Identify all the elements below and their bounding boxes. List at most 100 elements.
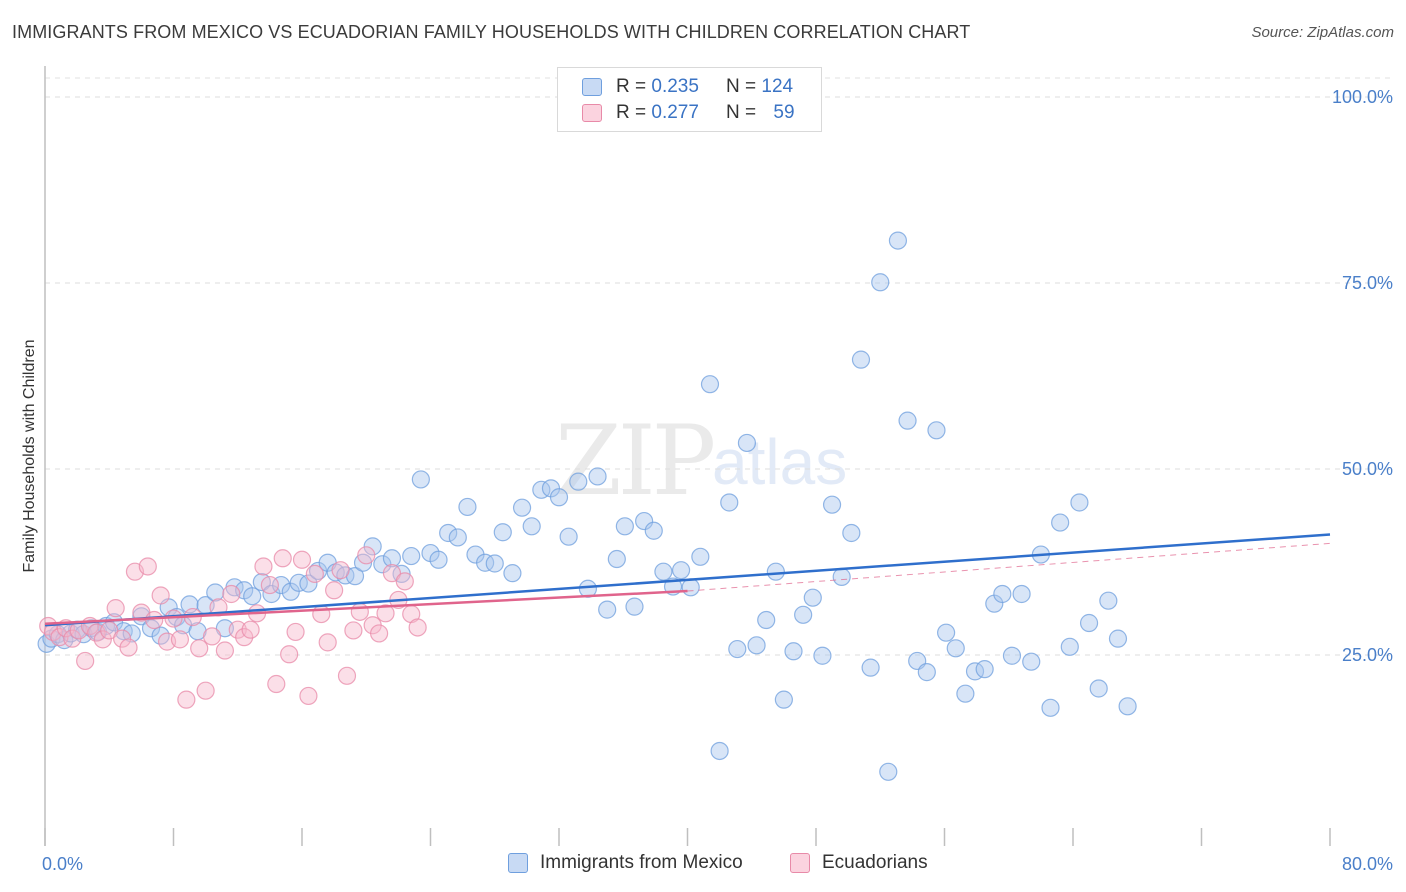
data-point [485, 554, 504, 573]
data-point [151, 586, 170, 605]
data-point [1089, 679, 1108, 698]
data-point [747, 636, 766, 655]
data-point [1108, 629, 1128, 648]
data-point [289, 573, 308, 592]
data-point [382, 549, 402, 568]
data-point [93, 630, 112, 649]
series-ecuadorians-points [39, 546, 427, 709]
data-point [803, 588, 822, 607]
data-point [1002, 646, 1022, 665]
data-point [286, 622, 305, 642]
legend-r-value: 0.277 [651, 102, 699, 123]
data-point [1041, 698, 1060, 717]
data-point [411, 470, 430, 489]
data-point [700, 375, 720, 394]
chart-title: IMMIGRANTS FROM MEXICO VS ECUADORIAN FAM… [12, 22, 971, 42]
data-point [493, 523, 512, 542]
data-point [671, 561, 691, 580]
trend-line-ecuadorians-extension [687, 542, 1331, 592]
bottom-legend-label-ecuadorians: Ecuadorians [822, 852, 928, 873]
data-point [318, 633, 337, 652]
data-point [861, 658, 880, 677]
legend-row-mexico: R = 0.235 N = 124 [582, 75, 793, 99]
data-point [222, 584, 241, 604]
data-point [522, 517, 541, 536]
data-point [654, 562, 673, 581]
data-point [206, 583, 225, 602]
legend-n-label: N = [726, 76, 762, 97]
data-point [559, 527, 578, 546]
data-point [784, 642, 803, 661]
data-point [879, 762, 898, 781]
data-point [228, 620, 247, 639]
data-point [267, 674, 286, 694]
data-point [344, 621, 363, 640]
data-point [937, 623, 956, 642]
data-point [145, 610, 164, 630]
data-point [336, 566, 355, 585]
data-point [794, 605, 813, 624]
bottom-legend-ecuadorians[interactable]: Ecuadorians [790, 852, 928, 874]
axes [44, 66, 1331, 846]
data-point [512, 498, 532, 517]
data-point [331, 561, 350, 580]
data-point [842, 523, 861, 543]
bottom-legend: Immigrants from Mexico Ecuadorians [0, 852, 1406, 876]
data-point [710, 741, 729, 761]
data-point [569, 472, 588, 491]
data-point [1051, 513, 1070, 532]
y-tick-label: 50.0% [1342, 459, 1393, 479]
bottom-legend-label-mexico: Immigrants from Mexico [540, 852, 743, 873]
data-point [993, 584, 1012, 604]
data-point [898, 411, 917, 430]
data-point [376, 604, 395, 623]
data-point [299, 686, 318, 706]
trend-line-ecuadorians [44, 589, 688, 626]
y-tick-label: 100.0% [1332, 87, 1393, 107]
y-axis-title: Family Households with Children [21, 340, 38, 573]
data-point [757, 610, 776, 630]
bottom-legend-mexico[interactable]: Immigrants from Mexico [508, 852, 743, 874]
data-point [549, 488, 569, 507]
legend-r-label: R = [616, 102, 652, 123]
data-point [112, 629, 132, 648]
data-point [607, 549, 626, 569]
tick-labels: 25.0% 50.0% 75.0% 100.0% 0.0% 80.0% [42, 87, 1393, 874]
data-point [774, 690, 793, 709]
data-point [350, 602, 369, 621]
data-point [871, 273, 890, 292]
data-point [644, 521, 663, 540]
data-point [170, 630, 190, 649]
data-point [691, 547, 710, 566]
data-point [1079, 613, 1099, 633]
data-point [106, 599, 125, 618]
watermark-zip: ZIP [555, 405, 716, 517]
data-point [429, 550, 448, 569]
data-point [215, 641, 234, 660]
data-point [1099, 591, 1118, 610]
data-point [76, 651, 95, 671]
data-point [337, 666, 357, 685]
data-point [635, 511, 654, 531]
data-point [625, 597, 644, 616]
data-point [813, 646, 832, 665]
data-point [260, 575, 279, 595]
data-point [292, 550, 312, 569]
data-point [243, 587, 262, 606]
data-point [946, 639, 965, 658]
x-tick-label: 80.0% [1342, 854, 1393, 874]
legend-swatch-ecuadorians [582, 104, 602, 122]
data-point [408, 618, 427, 637]
bottom-legend-swatch-ecuadorians [790, 853, 810, 873]
source-label: Source: ZipAtlas.com [1251, 24, 1394, 41]
data-point [851, 350, 871, 369]
data-point [598, 600, 617, 619]
data-point [588, 467, 607, 486]
data-point [254, 557, 273, 576]
legend-n-label: N = [726, 102, 762, 123]
data-point [190, 639, 209, 658]
data-point [728, 639, 747, 659]
data-point [305, 564, 324, 584]
y-tick-label: 25.0% [1342, 645, 1393, 665]
data-point [119, 638, 138, 657]
